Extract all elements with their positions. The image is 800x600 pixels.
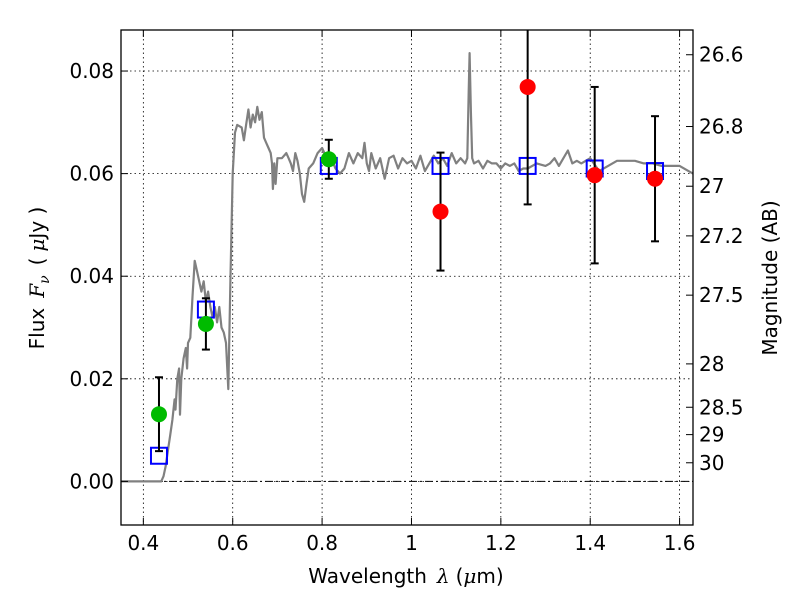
x-tick-label: 1 — [405, 531, 418, 555]
magnitude-tick-label: 29 — [699, 423, 724, 447]
y-axis-unit-rest: Jy ) — [25, 207, 49, 241]
y-tick-label: 0.02 — [69, 367, 114, 391]
x-axis-ticks: 0.4 0.6 0.8 1 1.2 1.4 1.6 — [127, 30, 696, 555]
magnitude-tick-label: 27.2 — [699, 224, 744, 248]
magnitude-tick-label: 27.5 — [699, 283, 744, 307]
observed-photometry-point — [197, 315, 214, 332]
magnitude-tick-label: 26.6 — [699, 43, 744, 67]
x-tick-label: 1.4 — [574, 531, 606, 555]
observed-photometry-markers — [150, 78, 664, 423]
magnitude-tick-label: 28.5 — [699, 395, 744, 419]
x-axis-unit-mu: μ — [463, 564, 476, 588]
magnitude-tick-label: 27 — [699, 174, 724, 198]
y-axis-label-text: Flux — [25, 308, 49, 350]
x-axis-unit-rest: m) — [476, 564, 503, 588]
y-axis-unit-mu: μ — [25, 239, 49, 252]
magnitude-tick-label: 28 — [699, 352, 724, 376]
plot-area — [121, 30, 693, 483]
y-axis-ticks: 0.00 0.02 0.04 0.06 0.08 — [69, 59, 128, 493]
observed-photometry-point — [150, 406, 167, 423]
observed-photometry-point — [320, 151, 337, 168]
magnitude-axis-title: Magnitude (AB) — [758, 200, 782, 355]
x-axis-symbol: λ — [436, 564, 450, 588]
observed-photometry-point — [519, 78, 536, 95]
observed-photometry-point — [432, 203, 449, 220]
y-tick-label: 0.08 — [69, 59, 114, 83]
x-tick-label: 1.2 — [485, 531, 517, 555]
y-axis-symbol: F — [25, 283, 49, 299]
magnitude-tick-label: 30 — [699, 451, 724, 475]
x-tick-label: 0.8 — [306, 531, 338, 555]
observed-photometry-point — [647, 170, 664, 187]
y-tick-label: 0.04 — [69, 264, 114, 288]
grid-lines — [121, 30, 693, 525]
magnitude-tick-label: 26.8 — [699, 115, 744, 139]
y-axis-subscript: ν — [37, 275, 53, 284]
observed-photometry-point — [586, 167, 603, 184]
x-axis-unit-open: ( — [456, 564, 464, 588]
x-axis-title: Wavelength λ (μm) — [308, 564, 503, 588]
x-tick-label: 0.6 — [217, 531, 249, 555]
x-tick-label: 1.6 — [664, 531, 696, 555]
x-axis-label-text: Wavelength — [308, 564, 427, 588]
y-axis-title: Flux Fν ( μJy ) — [25, 207, 53, 350]
y-tick-label: 0.00 — [69, 469, 114, 493]
y-tick-label: 0.06 — [69, 162, 114, 186]
plot-frame — [120, 29, 694, 526]
y-axis-unit-open: ( — [25, 258, 49, 266]
magnitude-axis-ticks: 26.6 26.8 27 27.2 27.5 28 28.5 29 30 — [686, 43, 744, 475]
x-tick-label: 0.4 — [127, 531, 159, 555]
